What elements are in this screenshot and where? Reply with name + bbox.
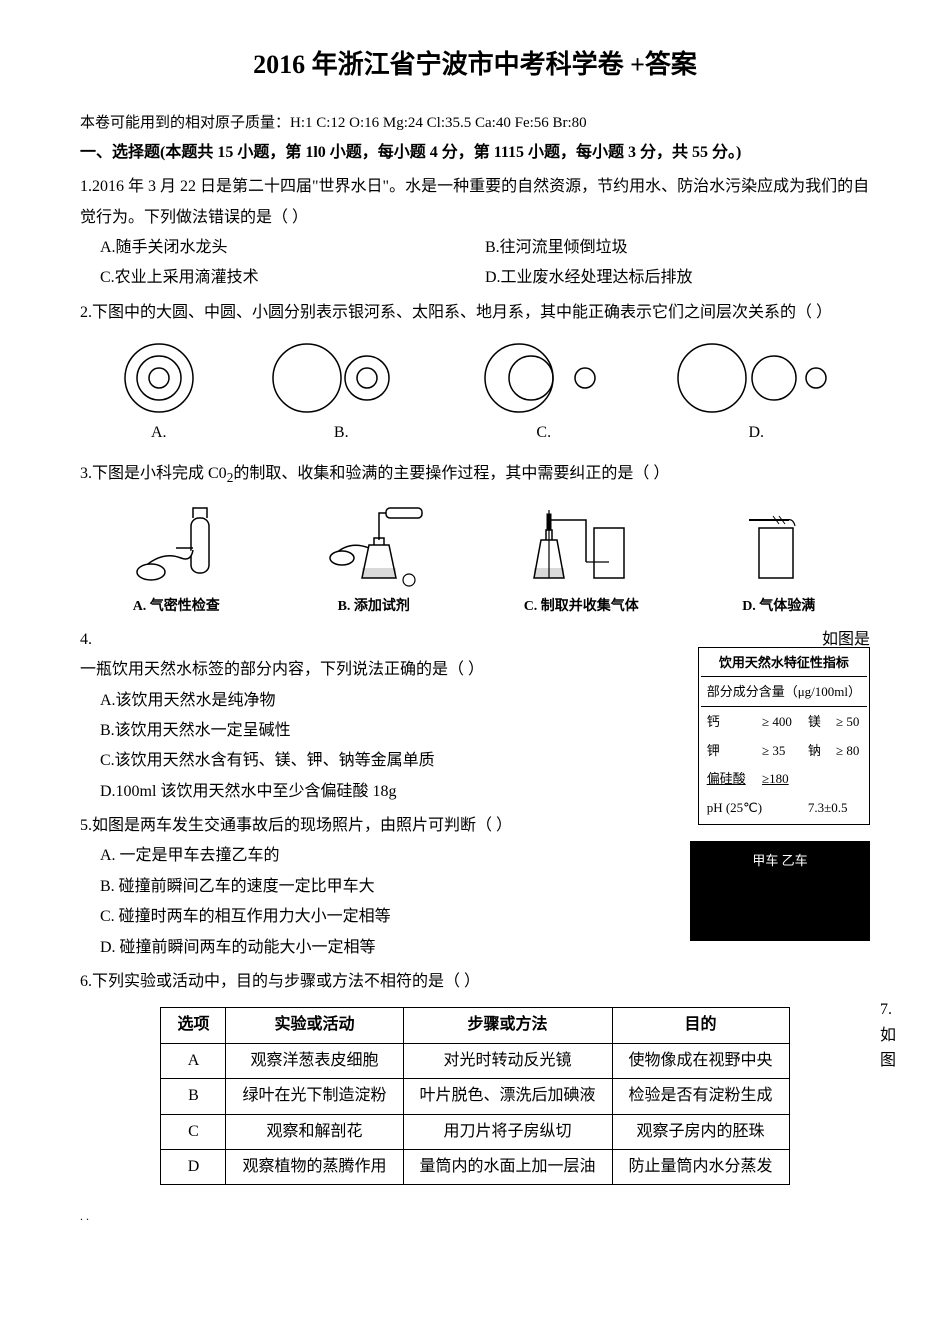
q2-svg-b <box>271 338 411 418</box>
q2-label-c: C. <box>479 418 609 448</box>
q4-prefix: 4. <box>80 625 92 655</box>
footer-dots: . . <box>80 1205 870 1228</box>
table-row: B绿叶在光下制造淀粉 叶片脱色、漂洗后加碘液检验是否有淀粉生成 <box>161 1079 789 1114</box>
section-header: 一、选择题(本题共 15 小题，第 1l0 小题，每小题 4 分，第 1115 … <box>80 138 870 168</box>
page-title: 2016 年浙江省宁波市中考科学卷 +答案 <box>80 40 870 89</box>
q3-stem: 3.下图是小科完成 C02的制取、收集和验满的主要操作过程，其中需要纠正的是（ … <box>80 459 870 491</box>
q3-svg-a <box>121 500 231 590</box>
table-row: 偏硅酸 ≥180 <box>701 766 867 793</box>
q3-diagram-c: C. 制取并收集气体 <box>516 500 646 621</box>
q1-opt-d: D.工业废水经处理达标后排放 <box>485 263 870 293</box>
q3-diagram-b: B. 添加试剂 <box>314 500 434 621</box>
q3-svg-d <box>729 500 829 590</box>
q3-caption-b: B. 添加试剂 <box>314 594 434 621</box>
q2-diagram-b: B. <box>271 338 411 448</box>
q7-side-text: 7. 如 图 <box>880 997 900 1074</box>
q2-svg-a <box>114 338 204 418</box>
q2-label-d: D. <box>676 418 836 448</box>
table-row: A观察洋葱表皮细胞 对光时转动反光镜使物像成在视野中央 <box>161 1043 789 1078</box>
q1-opt-b: B.往河流里倾倒垃圾 <box>485 233 870 263</box>
q2-diagram-a: A. <box>114 338 204 448</box>
crash-photo-placeholder: 甲车 乙车 <box>690 841 870 941</box>
question-5: 5.如图是两车发生交通事故后的现场照片，由照片可判断（ ） 甲车 乙车 A. 一… <box>80 811 870 963</box>
question-4: 4. 如图是 一瓶饮用天然水标签的部分内容，下列说法正确的是（ ） 饮用天然水特… <box>80 625 870 807</box>
question-1: 1.2016 年 3 月 22 日是第二十四届"世界水日"。水是一种重要的自然资… <box>80 172 870 294</box>
q2-svg-d <box>676 338 836 418</box>
q4-label-table: 饮用天然水特征性指标 部分成分含量（μg/100ml） 钙≥ 400 镁≥ 50… <box>698 647 870 825</box>
q6-table: 选项 实验或活动 步骤或方法 目的 A观察洋葱表皮细胞 对光时转动反光镜使物像成… <box>160 1007 789 1185</box>
q2-label-a: A. <box>114 418 204 448</box>
table-row: 钙≥ 400 镁≥ 50 <box>701 709 867 736</box>
q1-opt-c: C.农业上采用滴灌技术 <box>100 263 485 293</box>
q1-stem: 1.2016 年 3 月 22 日是第二十四届"世界水日"。水是一种重要的自然资… <box>80 172 870 233</box>
table-row: C观察和解剖花 用刀片将子房纵切观察子房内的胚珠 <box>161 1114 789 1149</box>
atomic-mass-line: 本卷可能用到的相对原子质量：H:1 C:12 O:16 Mg:24 Cl:35.… <box>80 109 870 138</box>
q3-svg-b <box>314 500 434 590</box>
table-row: pH (25℃) 7.3±0.5 <box>701 795 867 822</box>
q3-svg-c <box>516 500 646 590</box>
q3-caption-a: A. 气密性检查 <box>121 594 231 621</box>
q3-diagram-d: D. 气体验满 <box>729 500 829 621</box>
q2-diagram-d: D. <box>676 338 836 448</box>
table-row: 钾≥ 35 钠≥ 80 <box>701 738 867 765</box>
q3-caption-d: D. 气体验满 <box>729 594 829 621</box>
q2-diagram-c: C. <box>479 338 609 448</box>
q6-stem: 6.下列实验或活动中，目的与步骤或方法不相符的是（ ） <box>80 967 870 997</box>
q4-th2: 部分成分含量（μg/100ml） <box>701 679 867 707</box>
q2-svg-c <box>479 338 609 418</box>
q1-opt-a: A.随手关闭水龙头 <box>100 233 485 263</box>
q2-label-b: B. <box>271 418 411 448</box>
table-row: D观察植物的蒸腾作用 量筒内的水面上加一层油防止量筒内水分蒸发 <box>161 1149 789 1184</box>
q4-th1: 饮用天然水特征性指标 <box>701 650 867 678</box>
table-header-row: 选项 实验或活动 步骤或方法 目的 <box>161 1008 789 1043</box>
question-6: 6.下列实验或活动中，目的与步骤或方法不相符的是（ ） 7. 如 图 选项 实验… <box>80 967 870 1185</box>
q3-caption-c: C. 制取并收集气体 <box>516 594 646 621</box>
q2-stem: 2.下图中的大圆、中圆、小圆分别表示银河系、太阳系、地月系，其中能正确表示它们之… <box>80 298 870 328</box>
q3-diagram-a: A. 气密性检查 <box>121 500 231 621</box>
question-3: 3.下图是小科完成 C02的制取、收集和验满的主要操作过程，其中需要纠正的是（ … <box>80 459 870 621</box>
question-2: 2.下图中的大圆、中圆、小圆分别表示银河系、太阳系、地月系，其中能正确表示它们之… <box>80 298 870 449</box>
